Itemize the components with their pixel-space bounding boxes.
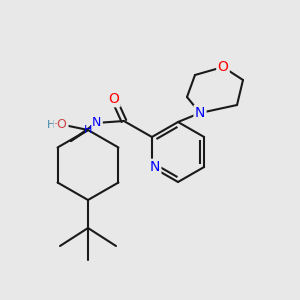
Text: H: H <box>84 125 92 135</box>
Text: H: H <box>47 120 55 130</box>
Text: N: N <box>150 160 160 174</box>
Text: N: N <box>92 116 102 130</box>
Text: N: N <box>195 106 205 120</box>
Text: O: O <box>109 92 119 106</box>
Text: O: O <box>218 60 228 74</box>
Text: ·O: ·O <box>54 118 68 131</box>
